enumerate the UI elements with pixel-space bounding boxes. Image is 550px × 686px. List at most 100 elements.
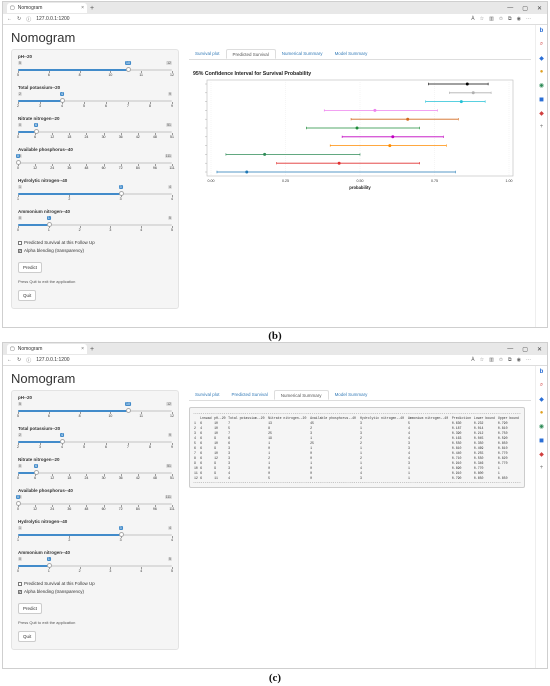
close-window-icon[interactable]: ✕ (536, 5, 542, 12)
slider-track[interactable] (18, 565, 172, 567)
split-icon[interactable]: ▥ (489, 357, 494, 363)
outlook-icon[interactable]: ◆ (539, 452, 544, 458)
back-icon[interactable]: ← (7, 357, 12, 363)
slider-handle[interactable] (126, 67, 131, 72)
tab-predicted-survival[interactable]: Predicted Survival (225, 49, 276, 59)
quit-button[interactable]: Quit (18, 631, 37, 642)
add-icon[interactable]: + (539, 465, 544, 471)
checkbox[interactable] (18, 240, 22, 245)
checkbox-row[interactable]: ✓ Alpha blending (transparency) (18, 589, 172, 594)
slider-handle[interactable] (46, 563, 52, 568)
maximize-icon[interactable]: ▢ (522, 5, 528, 12)
minimize-icon[interactable]: — (507, 4, 514, 11)
refresh-icon[interactable]: ↻ (17, 357, 22, 363)
slider-handle[interactable] (34, 129, 40, 134)
predict-button[interactable]: Predict (18, 262, 43, 273)
url-field[interactable]: 127.0.0.1:1200 (36, 357, 70, 363)
search-icon[interactable]: ⌕ (539, 382, 544, 388)
slider-handle[interactable] (59, 98, 65, 103)
tab-numerical-summary[interactable]: Numerical Summary (273, 390, 329, 400)
office-icon[interactable]: ◼ (539, 438, 544, 444)
minimize-icon[interactable]: — (507, 345, 514, 352)
quit-button[interactable]: Quit (18, 290, 37, 301)
slider-handle[interactable] (118, 532, 124, 537)
slider-handle[interactable] (46, 222, 52, 227)
checkbox[interactable]: ✓ (18, 589, 22, 594)
slider[interactable]: 0 51 6 0 6 12 18 24 30 36 42 48 51 (17, 123, 174, 143)
slider-handle[interactable] (16, 501, 21, 506)
slider[interactable]: 5 12 10 5 6 8 10 11 12 (17, 402, 174, 422)
slider[interactable]: 1 4 3 1 2 3 4 (17, 185, 173, 205)
browser-tab[interactable]: ▢ Nomogram × (7, 3, 87, 13)
favorites-icon[interactable]: ✩ (498, 357, 504, 363)
info-icon[interactable]: ⓘ (26, 16, 32, 23)
slider-handle[interactable] (59, 439, 65, 444)
read-aloud-icon[interactable]: À (471, 357, 475, 363)
tab-model-summary[interactable]: Model Summary (334, 51, 368, 56)
close-window-icon[interactable]: ✕ (536, 346, 542, 353)
checkbox[interactable] (18, 581, 22, 586)
checkbox[interactable]: ✓ (18, 248, 22, 253)
more-icon[interactable]: ⋯ (526, 357, 531, 363)
browser-tab[interactable]: ▢ Nomogram × (7, 344, 87, 354)
collections-icon[interactable]: ⧉ (508, 16, 512, 22)
refresh-icon[interactable]: ↻ (17, 16, 22, 22)
tab-survival-plot[interactable]: Survival plot (195, 51, 220, 56)
collections-icon[interactable]: ⧉ (508, 357, 512, 363)
checkbox-row[interactable]: Predicted Survival at this Follow Up (18, 240, 172, 245)
url-field[interactable]: 127.0.0.1:1200 (36, 16, 70, 22)
games-icon[interactable]: ◉ (538, 83, 545, 89)
new-tab-icon[interactable]: + (90, 4, 95, 12)
new-tab-icon[interactable]: + (90, 345, 95, 353)
copilot-icon[interactable]: b (539, 369, 544, 375)
checkbox-row[interactable]: Predicted Survival at this Follow Up (18, 581, 172, 586)
search-icon[interactable]: ⌕ (539, 41, 544, 47)
slider-track[interactable] (18, 472, 172, 474)
slider[interactable]: 5 12 10 5 6 8 10 11 12 (17, 61, 174, 81)
close-tab-icon[interactable]: × (81, 346, 84, 352)
slider[interactable]: 1 4 3 1 2 3 4 (17, 526, 173, 546)
tab-model-summary[interactable]: Model Summary (334, 392, 368, 397)
slider-handle[interactable] (118, 191, 124, 196)
tools-icon[interactable]: ● (539, 69, 544, 75)
checkbox-row[interactable]: ✓ Alpha blending (transparency) (18, 248, 172, 253)
read-aloud-icon[interactable]: À (471, 16, 475, 22)
back-icon[interactable]: ← (7, 16, 12, 22)
profile-icon[interactable]: ◉ (516, 16, 521, 22)
tab-predicted-survival[interactable]: Predicted Survival (231, 392, 268, 397)
slider-track[interactable] (18, 441, 172, 443)
tab-survival-plot[interactable]: Survival plot (195, 392, 220, 397)
outlook-icon[interactable]: ◆ (539, 111, 544, 117)
slider-handle[interactable] (16, 160, 21, 165)
star-icon[interactable]: ☆ (479, 16, 485, 22)
slider-track[interactable] (18, 162, 172, 164)
slider-track[interactable] (18, 224, 172, 226)
predict-button[interactable]: Predict (18, 603, 43, 614)
slider-track[interactable] (18, 131, 172, 133)
copilot-icon[interactable]: b (539, 28, 544, 34)
office-icon[interactable]: ◼ (539, 97, 544, 103)
tools-icon[interactable]: ● (539, 410, 544, 416)
info-icon[interactable]: ⓘ (26, 357, 32, 364)
slider[interactable]: 2 9 4 2 3 4 5 6 7 8 9 (17, 92, 173, 112)
slider-handle[interactable] (34, 470, 40, 475)
add-icon[interactable]: + (539, 124, 544, 130)
maximize-icon[interactable]: ▢ (522, 346, 528, 353)
tab-numerical-summary[interactable]: Numerical Summary (281, 51, 323, 56)
slider[interactable]: 2 9 4 2 3 4 5 6 7 8 9 (17, 433, 173, 453)
slider[interactable]: 0 51 6 0 6 12 18 24 30 36 42 48 51 (17, 464, 174, 484)
slider-handle[interactable] (126, 408, 131, 413)
profile-icon[interactable]: ◉ (516, 357, 521, 363)
games-icon[interactable]: ◉ (538, 424, 545, 430)
split-icon[interactable]: ▥ (489, 16, 494, 22)
shopping-icon[interactable]: ◆ (539, 397, 544, 403)
favorites-icon[interactable]: ✩ (498, 16, 504, 22)
shopping-icon[interactable]: ◆ (539, 56, 544, 62)
star-icon[interactable]: ☆ (479, 357, 485, 363)
slider-track[interactable] (18, 100, 172, 102)
slider-track[interactable] (18, 503, 172, 505)
